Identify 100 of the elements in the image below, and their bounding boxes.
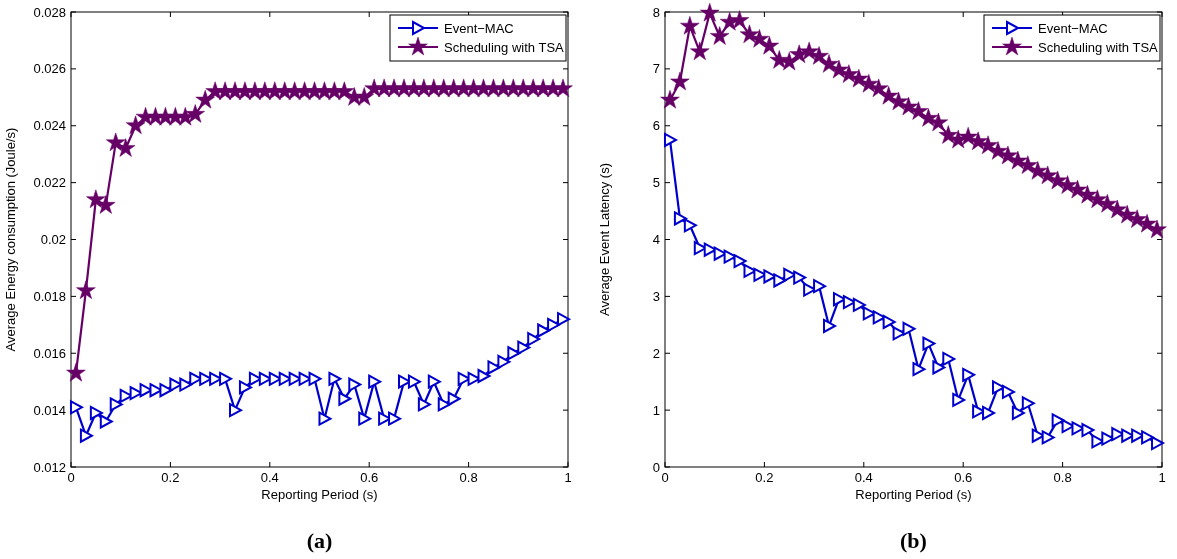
point <box>912 362 926 377</box>
y-tick-label: 1 <box>652 402 660 418</box>
point <box>308 371 322 386</box>
point <box>368 374 382 389</box>
point <box>823 318 837 333</box>
x-axis-title: Reporting Period (s) <box>855 487 972 502</box>
y-tick-label: 5 <box>652 175 660 191</box>
point <box>1011 405 1025 420</box>
point <box>1041 430 1055 445</box>
point <box>1018 155 1038 174</box>
point <box>673 211 687 226</box>
point <box>497 354 511 369</box>
point <box>1081 423 1095 438</box>
point <box>882 314 896 329</box>
y-tick-label: 0.028 <box>33 4 66 20</box>
point <box>328 371 342 386</box>
point <box>537 323 551 338</box>
y-tick-label: 0.02 <box>40 232 66 247</box>
point <box>733 254 747 269</box>
point <box>670 71 690 91</box>
x-tick-label: 1 <box>1158 470 1166 485</box>
point <box>793 270 807 285</box>
y-tick-label: 0.018 <box>33 288 66 304</box>
point <box>447 391 461 406</box>
y-axis-title: Average Energy consumption (Joule/s) <box>3 127 18 352</box>
x-tick-label: 0.8 <box>1053 470 1072 485</box>
point <box>507 346 521 361</box>
point <box>66 363 86 382</box>
text: (a) <box>306 528 333 553</box>
point <box>76 280 96 299</box>
point <box>318 411 332 426</box>
point <box>179 377 193 392</box>
y-tick-label: 0.014 <box>33 402 66 418</box>
y-axis-title: Average Event Latency (s) <box>597 163 612 316</box>
point <box>125 115 146 135</box>
point <box>922 336 936 351</box>
text: (b) <box>900 528 927 553</box>
point <box>99 414 113 429</box>
point <box>159 383 173 398</box>
point <box>773 273 787 288</box>
y-tick-label: 6 <box>652 118 660 134</box>
y-tick-label: 0.024 <box>33 118 66 134</box>
point <box>487 360 501 375</box>
point <box>663 132 677 147</box>
point <box>813 279 827 294</box>
point <box>680 16 700 35</box>
point <box>517 340 531 355</box>
point <box>1141 430 1155 445</box>
point <box>437 397 451 412</box>
point <box>829 59 849 79</box>
point <box>388 411 402 426</box>
point <box>962 367 976 382</box>
point <box>982 405 996 420</box>
point <box>69 400 83 415</box>
legend-label: Event−MAC <box>1038 20 1108 36</box>
point <box>477 369 491 383</box>
point <box>547 317 561 332</box>
point <box>195 90 215 109</box>
y-tick-label: 4 <box>652 232 660 247</box>
point <box>185 104 205 123</box>
point <box>1147 219 1167 239</box>
point <box>427 374 441 389</box>
point <box>932 360 946 375</box>
point <box>942 351 956 366</box>
point <box>116 138 136 157</box>
y-tick-label: 0.016 <box>33 345 66 361</box>
point <box>690 41 710 61</box>
point <box>710 26 730 45</box>
y-tick-label: 0.022 <box>33 175 66 191</box>
point <box>417 397 431 412</box>
point <box>89 405 103 420</box>
y-tick-label: 2 <box>652 345 660 361</box>
point <box>759 35 780 55</box>
point <box>1151 436 1165 451</box>
y-tick-label: 0 <box>652 459 660 475</box>
x-tick-label: 0.2 <box>755 470 774 485</box>
x-tick-label: 0.2 <box>161 470 180 485</box>
y-tick-label: 8 <box>652 4 660 20</box>
point <box>354 87 374 106</box>
legend-label: Scheduling with TSA <box>1038 39 1159 55</box>
point <box>219 371 233 386</box>
x-axis-title: Reporting Period (s) <box>261 487 378 502</box>
y-tick-label: 7 <box>652 61 660 77</box>
legend-label: Scheduling with TSA <box>444 39 565 55</box>
x-tick-label: 0.4 <box>854 470 873 485</box>
point <box>86 189 106 208</box>
point <box>683 218 697 233</box>
x-tick-label: 0.6 <box>954 470 973 485</box>
x-tick-label: 0.4 <box>260 470 279 485</box>
point <box>1051 413 1065 428</box>
point <box>553 78 573 98</box>
y-tick-label: 0.012 <box>33 459 66 475</box>
point <box>660 90 680 109</box>
point <box>1001 384 1015 399</box>
point <box>358 411 372 426</box>
point <box>809 46 829 65</box>
point <box>729 10 750 29</box>
point <box>1021 396 1035 411</box>
y-tick-label: 0.026 <box>33 61 66 77</box>
point <box>238 380 252 395</box>
